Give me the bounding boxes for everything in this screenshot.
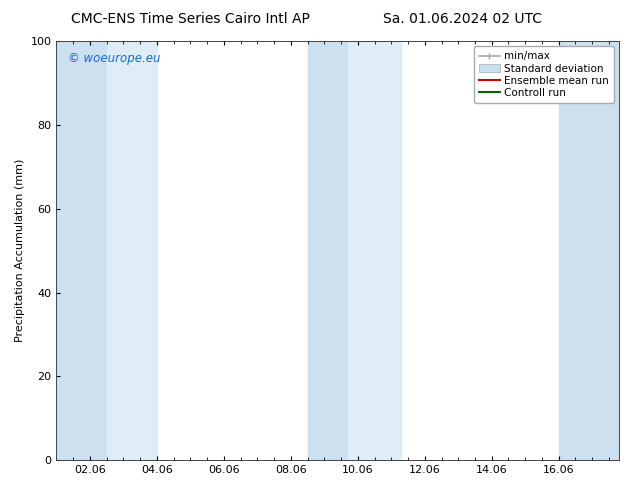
Text: © woeurope.eu: © woeurope.eu (68, 51, 160, 65)
Y-axis label: Precipitation Accumulation (mm): Precipitation Accumulation (mm) (15, 159, 25, 343)
Bar (56, 41, 107, 460)
Legend: min/max, Standard deviation, Ensemble mean run, Controll run: min/max, Standard deviation, Ensemble me… (474, 46, 614, 103)
Text: Sa. 01.06.2024 02 UTC: Sa. 01.06.2024 02 UTC (384, 12, 542, 26)
Bar (348, 41, 401, 460)
Bar (559, 41, 619, 460)
Bar (307, 41, 348, 460)
Bar (107, 41, 157, 460)
Text: CMC-ENS Time Series Cairo Intl AP: CMC-ENS Time Series Cairo Intl AP (71, 12, 309, 26)
